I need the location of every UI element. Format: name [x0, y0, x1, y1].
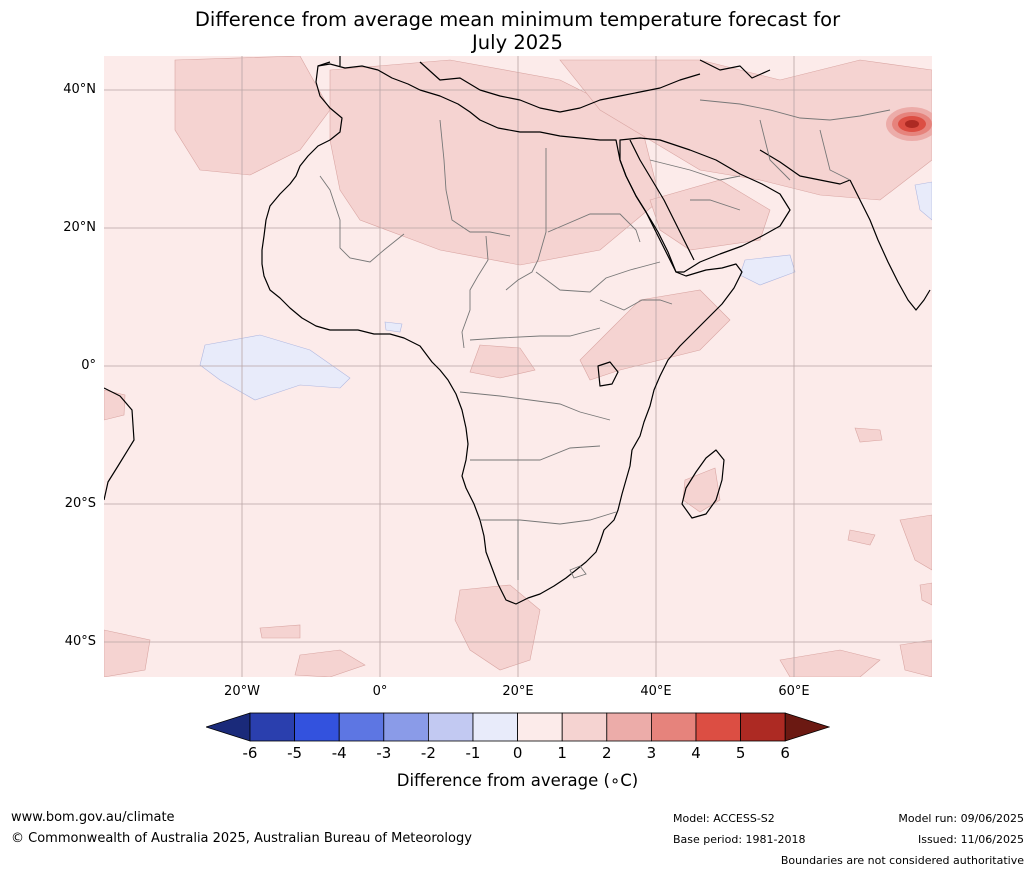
colorbar-tick-label: -1 — [465, 744, 481, 762]
colorbar-cell — [695, 712, 741, 742]
gridlines — [104, 56, 932, 677]
colorbar-cell — [249, 712, 295, 742]
colorbar-tick-label: -5 — [287, 744, 303, 762]
colorbar-tick-label: -2 — [420, 744, 436, 762]
coastlines — [104, 56, 931, 605]
title-line-2: July 2025 — [472, 31, 563, 54]
colorbar-extend-low — [206, 712, 251, 742]
colorbar-tick-label: 3 — [646, 744, 657, 762]
anomaly-1-to-2 — [104, 56, 932, 677]
colorbar-cell — [606, 712, 652, 742]
lat-label-20s: 20°S — [64, 496, 96, 511]
colorbar-cell — [517, 712, 563, 742]
colorbar-cell — [383, 712, 429, 742]
colorbar-tick-label: -3 — [376, 744, 392, 762]
footer-issued: Issued: 11/06/2025 — [917, 833, 1024, 846]
lat-label-40n: 40°N — [63, 82, 96, 97]
colorbar-tick-label: 6 — [780, 744, 790, 762]
colorbar-cell — [740, 712, 786, 742]
map-canvas — [104, 56, 932, 677]
colorbar-tick-label: 4 — [691, 744, 701, 762]
lon-label-60e: 60°E — [778, 684, 810, 699]
colorbar-cell — [294, 712, 340, 742]
anomaly-hotspot — [886, 107, 932, 141]
colorbar-tick-label: 1 — [557, 744, 567, 762]
country-borders — [319, 99, 891, 580]
lon-label-20w: 20°W — [224, 684, 260, 699]
footer-disclaimer: Boundaries are not considered authoritat… — [780, 854, 1024, 867]
colorbar-tick-label: -4 — [331, 744, 347, 762]
footer-base-period: Base period: 1981-2018 — [673, 833, 806, 846]
lat-label-0: 0° — [81, 358, 96, 373]
title-line-1: Difference from average mean minimum tem… — [194, 8, 841, 31]
colorbar-tick-label: 5 — [735, 744, 746, 762]
colorbar-tick-label: -6 — [242, 744, 258, 762]
footer-copyright: © Commonwealth of Australia 2025, Austra… — [11, 831, 472, 846]
colorbar-cell — [338, 712, 385, 742]
lon-label-0: 0° — [372, 684, 388, 699]
colorbar-label: Difference from average (∘C) — [396, 771, 639, 790]
lat-label-40s: 40°S — [64, 634, 96, 649]
lat-label-20n: 20°N — [63, 220, 96, 235]
chart-title: Difference from average mean minimum tem… — [0, 8, 1035, 54]
colorbar-extend-high — [784, 712, 830, 742]
colorbar-cell — [561, 712, 608, 742]
colorbar-tick-label: 0 — [512, 744, 523, 762]
colorbar — [206, 712, 830, 742]
footer-website[interactable]: www.bom.gov.au/climate — [11, 810, 175, 825]
anomaly-map — [104, 56, 932, 677]
anomaly-0-to-minus1 — [199, 181, 932, 401]
footer-model-run: Model run: 09/06/2025 — [898, 812, 1024, 825]
lon-label-40e: 40°E — [640, 684, 672, 699]
lon-label-20e: 20°E — [502, 684, 534, 699]
colorbar-cell — [427, 712, 474, 742]
colorbar-cell — [472, 712, 518, 742]
footer-model: Model: ACCESS-S2 — [673, 812, 775, 825]
colorbar-tick-label: 2 — [602, 744, 612, 762]
colorbar-cell — [650, 712, 697, 742]
colorbar-cells — [206, 712, 830, 742]
